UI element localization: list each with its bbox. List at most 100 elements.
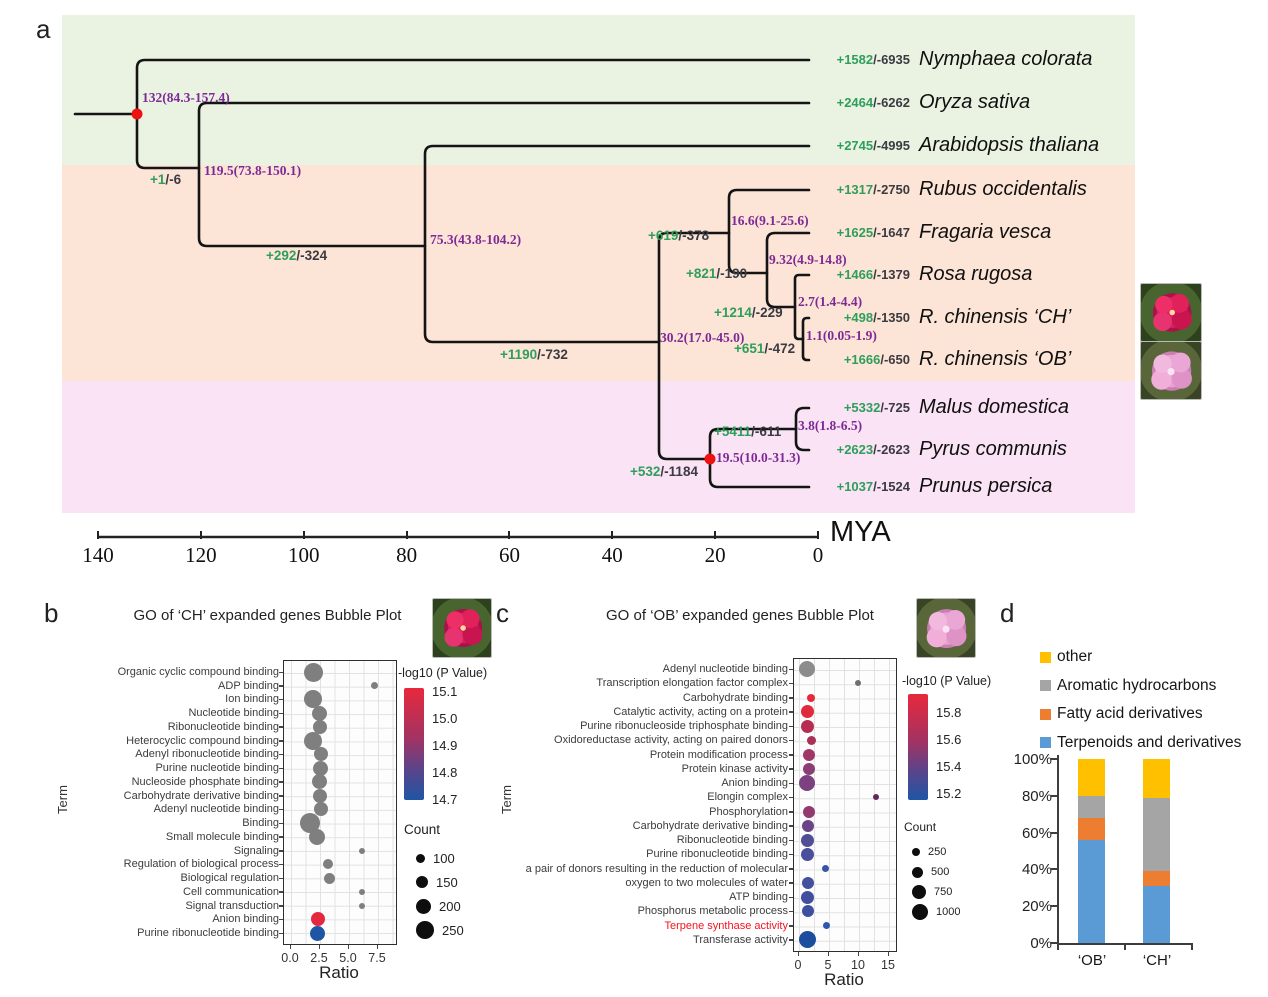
go-term-label: Purine ribonucleotide binding (646, 848, 788, 861)
legend-label: Terpenoids and derivatives (1057, 733, 1242, 751)
time-axis-tick (97, 531, 99, 539)
go-term-label: Adenyl nucleotide binding (153, 803, 279, 816)
bubble (312, 760, 328, 776)
y-axis-tick (279, 836, 283, 838)
time-axis-tick-label: 80 (396, 543, 418, 567)
go-term-label: Purine ribonucleoside triphosphate bindi… (580, 720, 788, 732)
count-legend-label: 500 (931, 866, 950, 878)
panel-b-plot-area (283, 660, 397, 945)
tree-branch-arabidopsis (423, 144, 811, 344)
species-name: Prunus persica (919, 475, 1053, 497)
gain-count: +1625 (836, 225, 874, 240)
count-legend-item: 500 (912, 862, 949, 882)
y-axis-tick (279, 698, 283, 701)
bubble (821, 865, 829, 872)
go-term-label: Anion binding (721, 777, 788, 789)
y-axis-tick (789, 882, 793, 884)
bubble (304, 690, 323, 709)
loss-count: /-2623 (873, 442, 910, 457)
bubble (803, 805, 816, 818)
go-term-label: Carbohydrate binding (682, 691, 788, 704)
bar-legend-item: Fatty acid derivatives (1040, 705, 1203, 723)
count-legend-label: 250 (442, 922, 464, 938)
bar-legend-item: Terpenoids and derivatives (1040, 734, 1241, 752)
go-term-label: ADP binding (218, 679, 279, 692)
y-axis-tick (789, 754, 793, 756)
loss-count: /-6262 (873, 95, 910, 110)
pvalue-tick-label: 15.8 (936, 705, 962, 720)
bubble (801, 890, 815, 904)
time-axis-tick-label: 40 (601, 543, 623, 567)
go-term-label: Purine ribonucleotide binding (137, 927, 279, 940)
bubble (855, 680, 861, 687)
bubble (304, 731, 323, 750)
pvalue-tick-label: 14.7 (432, 792, 458, 807)
tree-band-outgroups (62, 15, 1135, 165)
y-axis-tick (279, 891, 283, 893)
go-term-label: Transferase activity (693, 933, 788, 946)
x-axis-tick-label: 7.5 (368, 950, 386, 965)
go-term-label: Cell communication (183, 885, 279, 898)
tip-gain-loss: +1317/-2750 (824, 182, 910, 197)
bubble (313, 788, 328, 803)
go-term-label: Ribonucleotide binding (676, 834, 788, 846)
go-term-label: Binding (242, 817, 279, 830)
y-axis-tick (789, 739, 793, 742)
gain-count: +1037 (836, 479, 874, 494)
x-axis-tick (318, 944, 320, 949)
y-axis-tick (789, 711, 793, 713)
y-axis-tick (789, 939, 793, 941)
species-name: Oryza sativa (919, 91, 1031, 113)
loss-count: /-1524 (873, 479, 910, 494)
time-axis-tick-label: 120 (185, 543, 217, 567)
bar-segment-bar_yellow (1078, 759, 1105, 796)
bubble (358, 888, 365, 895)
species-name: Rosa rugosa (919, 263, 1033, 285)
gain-count: +2464 (836, 95, 874, 110)
pvalue-tick-label: 15.4 (936, 759, 962, 774)
bubble (358, 847, 365, 854)
node-age-label: 2.7(1.4-4.4) (798, 294, 863, 309)
y-axis-tick (789, 910, 793, 913)
gain-count: +498 (843, 310, 874, 325)
y-axis-tick (279, 850, 283, 852)
go-term-label: Signal transduction (185, 899, 279, 912)
bar-y-tick (1051, 905, 1057, 908)
go-term-label: a pair of donors resulting in the reduct… (525, 862, 788, 875)
branch-gain-loss: +651/-472 (734, 341, 795, 356)
go-term-label: Protein modification process (649, 748, 788, 761)
phylo-tree-svg (73, 58, 818, 539)
go-term-label: Ion binding (225, 693, 279, 706)
legend-swatch-bar_gray (1040, 680, 1051, 691)
tip-gain-loss: +1466/-1379 (824, 267, 910, 282)
bar-y-tick-label: 20% (1021, 898, 1052, 916)
tip-gain-loss: +1666/-650 (824, 352, 910, 367)
tip-gain-loss: +1037/-1524 (824, 479, 910, 494)
gain-count: +1582 (836, 52, 874, 67)
count-legend-dot (416, 898, 431, 914)
go-term-label: ATP binding (729, 891, 788, 903)
bubble (803, 748, 816, 761)
go-term-label: Catalytic activity, acting on a protein (613, 705, 788, 718)
x-axis-tick (857, 951, 859, 956)
count-legend-item: 250 (416, 920, 464, 940)
count-legend-dot (912, 866, 923, 878)
bubble (822, 922, 830, 929)
bar-category-label: ‘OB’ (1077, 952, 1107, 969)
bubble (303, 662, 323, 682)
legend-swatch-bar_orange (1040, 708, 1051, 720)
y-axis-tick (789, 682, 793, 685)
go-term-label: Regulation of biological process (123, 858, 279, 871)
branch-gain-loss: +1190/-732 (500, 347, 568, 362)
species-name: Arabidopsis thaliana (919, 134, 1100, 156)
y-axis-tick (789, 796, 793, 799)
time-axis-tick-label: 0 (812, 543, 824, 567)
gain-count: +2623 (836, 442, 874, 457)
calibration-dot-pyrinae (704, 453, 716, 465)
y-axis-tick (279, 822, 283, 825)
y-axis-tick (279, 740, 283, 742)
bubble (371, 682, 379, 690)
tree-branch-ch-ob-clade (801, 316, 811, 362)
go-term-label: Adenyl ribonucleotide binding (135, 748, 279, 761)
